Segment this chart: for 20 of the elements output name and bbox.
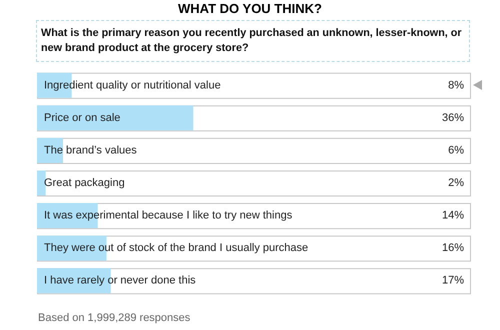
y-tick-label: The brand’s values <box>44 144 138 156</box>
chart-subtitle: What is the primary reason you recently purchased an unknown, lesser-known, or new brand product at the grocery store? <box>36 20 470 62</box>
data-label: 17% <box>442 274 464 287</box>
data-label: 14% <box>442 210 464 222</box>
bar <box>37 170 46 196</box>
y-tick-label: Ingredient quality or nutritional value <box>44 79 221 92</box>
text: Based on 1,999,289 responses <box>38 312 190 324</box>
chart-title: WHAT DO YOU THINK? <box>177 1 323 16</box>
y-tick-label: Great packaging <box>44 177 125 190</box>
data-label: 2% <box>448 177 464 190</box>
bar <box>37 138 64 163</box>
y-tick-label: It was experimental because I like to try new things <box>44 210 293 222</box>
y-tick-label: They were out of stock of the brand I usually purchase <box>44 242 308 254</box>
bar <box>37 105 194 130</box>
data-label: 8% <box>448 79 464 92</box>
data-label: 6% <box>448 144 464 156</box>
data-label: 16% <box>442 242 464 254</box>
data-label: 36% <box>442 112 464 124</box>
y-tick-label: Price or on sale <box>44 112 120 124</box>
y-tick-label: I have rarely or never done this <box>44 274 196 287</box>
